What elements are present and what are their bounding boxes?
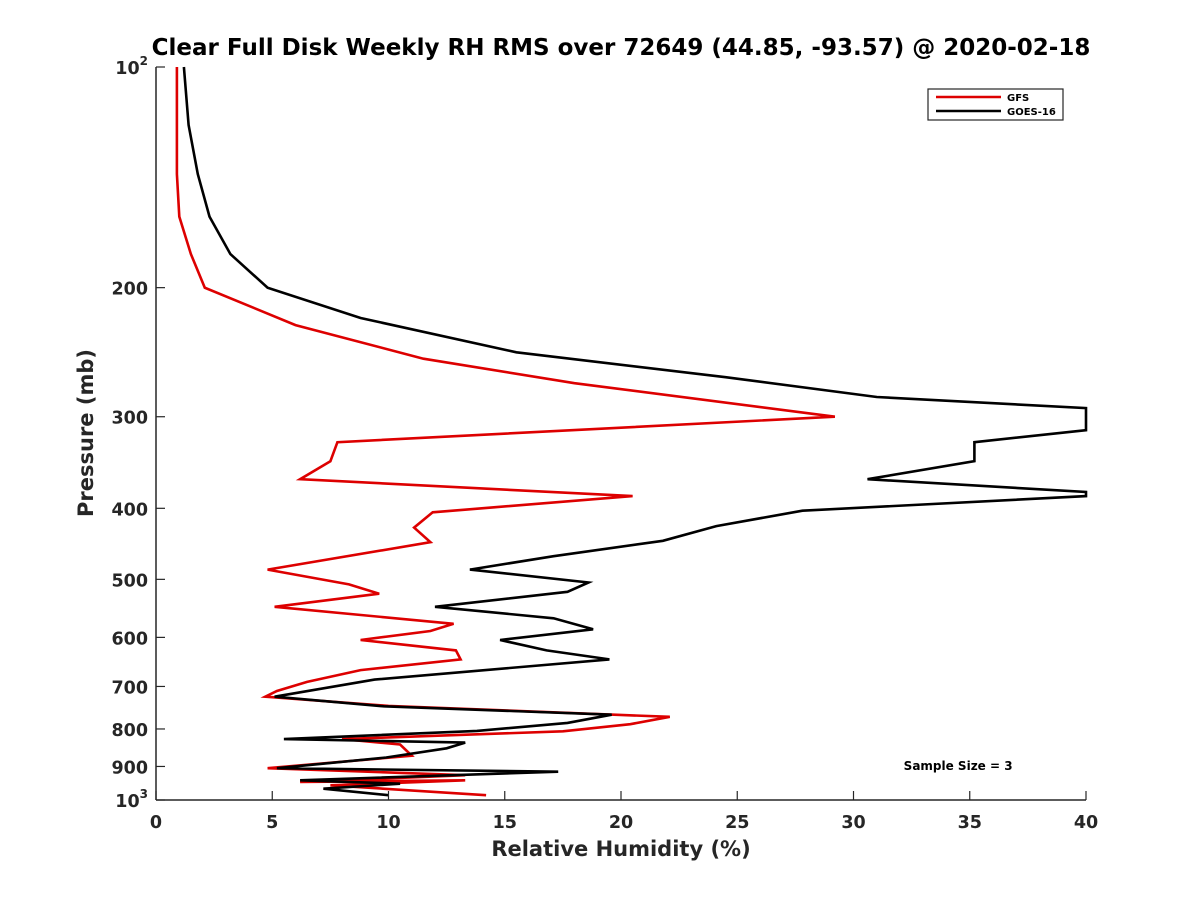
- legend-label-gfs: GFS: [1007, 93, 1029, 104]
- y-tick-label: 900: [111, 758, 148, 778]
- series-line-gfs: [175, 67, 836, 797]
- annotation-sample-size: Sample Size = 3: [904, 759, 1013, 773]
- x-tick-label: 15: [493, 813, 517, 833]
- x-tick-label: 25: [725, 813, 749, 833]
- x-tick-label: 0: [150, 813, 162, 833]
- x-tick-label: 40: [1074, 813, 1098, 833]
- y-tick-label: 700: [111, 678, 148, 698]
- y-tick-label: 200: [111, 280, 148, 300]
- legend-label-goes-16: GOES-16: [1007, 107, 1056, 118]
- chart-title: Clear Full Disk Weekly RH RMS over 72649…: [152, 35, 1091, 61]
- y-tick-label: 300: [111, 409, 148, 429]
- y-tick-label: 102: [115, 54, 148, 79]
- x-tick-label: 35: [958, 813, 982, 833]
- x-tick-label: 5: [266, 813, 278, 833]
- x-axis-label: Relative Humidity (%): [491, 837, 750, 861]
- y-tick-label: 400: [111, 500, 148, 520]
- legend: GFS GOES-16: [927, 88, 1064, 121]
- plot-frame: [156, 67, 1086, 800]
- series-line-goes-16: [182, 66, 1088, 797]
- y-tick-label: 800: [111, 721, 148, 741]
- y-tick-label: 600: [111, 629, 148, 649]
- y-axis-label: Pressure (mb): [74, 349, 98, 517]
- x-tick-label: 30: [841, 813, 865, 833]
- x-tick-label: 20: [609, 813, 633, 833]
- x-ticks: 0 5 10 15 20 25 30 35 40: [150, 791, 1098, 833]
- legend-box: [927, 88, 1064, 121]
- y-tick-label: 500: [111, 571, 148, 591]
- x-tick-label: 10: [376, 813, 400, 833]
- annotations: Sample Size = 3: [904, 759, 1013, 773]
- y-tick-label: 103: [115, 787, 148, 812]
- y-ticks: 102 200 300 400 500 600 700 800 900 103: [111, 54, 165, 812]
- plot-area: [175, 66, 1088, 797]
